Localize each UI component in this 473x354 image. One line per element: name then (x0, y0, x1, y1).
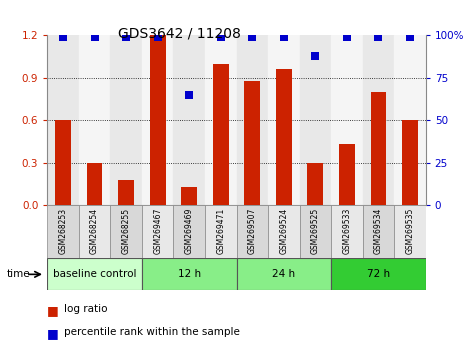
Point (312, 53, 319, 59)
Text: 24 h: 24 h (272, 269, 295, 279)
Text: GSM269467: GSM269467 (153, 208, 162, 255)
Point (280, 34, 288, 40)
Text: 72 h: 72 h (367, 269, 390, 279)
Text: ■: ■ (47, 327, 59, 341)
Bar (174, 205, 205, 258)
Point (217, 34, 225, 40)
Bar (363, 205, 394, 258)
Bar (79, 35, 110, 205)
Bar (142, 258, 236, 290)
Bar (299, 35, 331, 205)
Point (154, 34, 161, 40)
Text: percentile rank within the sample: percentile rank within the sample (64, 327, 240, 337)
Bar (110, 205, 142, 258)
Bar (370, 92, 386, 205)
Text: GSM269525: GSM269525 (311, 208, 320, 254)
Bar (150, 35, 166, 205)
Bar (331, 35, 363, 205)
Bar (236, 258, 331, 290)
Bar (299, 205, 331, 258)
Bar (205, 205, 236, 258)
Bar (276, 69, 292, 205)
Text: baseline control: baseline control (53, 269, 136, 279)
Bar (174, 35, 205, 205)
Bar (213, 64, 228, 205)
Bar (181, 187, 197, 205)
Text: log ratio: log ratio (64, 304, 107, 314)
Bar (79, 205, 110, 258)
Bar (47, 258, 142, 290)
Text: GSM268254: GSM268254 (90, 208, 99, 254)
Bar (245, 81, 260, 205)
Bar (236, 35, 268, 205)
Bar (307, 163, 323, 205)
Text: ■: ■ (47, 304, 59, 318)
Text: GSM269535: GSM269535 (405, 208, 414, 255)
Bar (268, 35, 299, 205)
Bar (110, 35, 142, 205)
Bar (47, 205, 79, 258)
Bar (339, 144, 355, 205)
Bar (142, 205, 174, 258)
Text: GSM269507: GSM269507 (248, 208, 257, 255)
Point (375, 34, 382, 40)
Bar (87, 163, 103, 205)
Bar (402, 120, 418, 205)
Point (185, 92, 193, 98)
Bar (363, 35, 394, 205)
Text: GSM269471: GSM269471 (216, 208, 225, 254)
Point (343, 34, 350, 40)
Text: GSM268253: GSM268253 (59, 208, 68, 254)
Bar (331, 258, 426, 290)
Text: 12 h: 12 h (178, 269, 201, 279)
Bar (118, 180, 134, 205)
Bar (55, 120, 71, 205)
Bar (47, 35, 79, 205)
Text: GSM269534: GSM269534 (374, 208, 383, 255)
Text: GSM269524: GSM269524 (279, 208, 289, 254)
Text: time: time (7, 269, 31, 279)
Point (91, 34, 98, 40)
Bar (268, 205, 299, 258)
Text: GDS3642 / 11208: GDS3642 / 11208 (118, 27, 241, 41)
Text: GSM268255: GSM268255 (122, 208, 131, 254)
Text: GSM269469: GSM269469 (184, 208, 194, 255)
Point (123, 34, 130, 40)
Text: GSM269533: GSM269533 (342, 208, 351, 255)
Point (59, 34, 67, 40)
Point (406, 34, 414, 40)
Bar (142, 35, 174, 205)
Point (248, 34, 256, 40)
Bar (236, 205, 268, 258)
Bar (205, 35, 236, 205)
Bar (394, 205, 426, 258)
Bar (394, 35, 426, 205)
Bar (331, 205, 363, 258)
